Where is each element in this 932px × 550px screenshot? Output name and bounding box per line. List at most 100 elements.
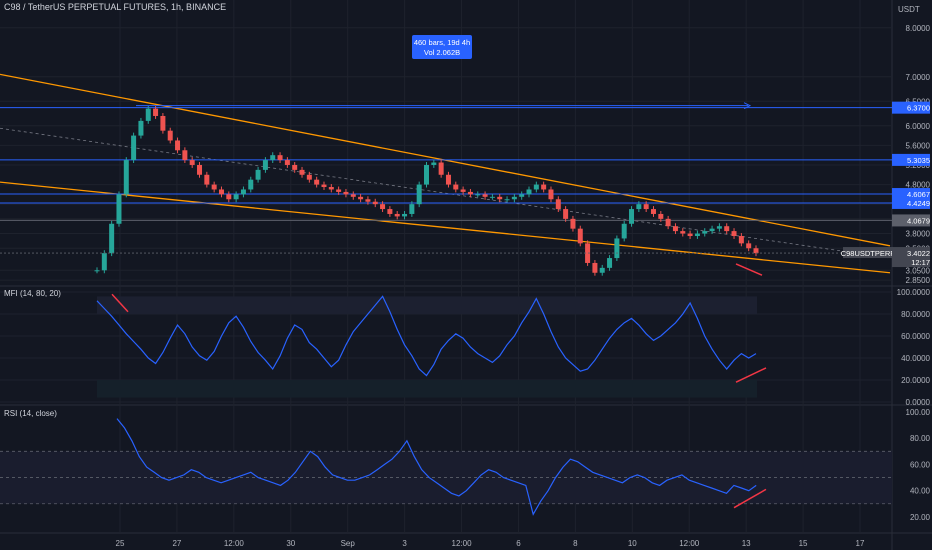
- level-tag: [892, 153, 930, 166]
- candle-body: [702, 231, 708, 234]
- range-measure-box: [412, 35, 472, 59]
- current-price-label: 3.4022: [907, 249, 930, 258]
- time-tick-label: 25: [116, 539, 125, 548]
- price-tick-label: 3.8000: [906, 230, 931, 239]
- candle-body: [218, 189, 224, 195]
- time-axis[interactable]: 25 27 12:00 30 Sep 3 12:00 6 8 10 12:00 13 15 17: [116, 539, 865, 548]
- candle-body: [328, 187, 334, 190]
- mfi-label: MFI (14, 80, 20): [4, 289, 61, 298]
- candle-body: [694, 233, 700, 237]
- candle-body: [380, 204, 386, 210]
- mfi-oversold-zone: [97, 380, 757, 398]
- candle-body: [614, 238, 620, 259]
- countdown-label: 12:17: [911, 258, 930, 267]
- rsi-tick-label: 60.00: [910, 460, 931, 469]
- candle-body: [519, 194, 525, 197]
- price-tick-label: 3.0500: [906, 266, 931, 275]
- candle-body: [394, 213, 400, 217]
- candle-body: [350, 194, 356, 197]
- price-tick-label: 8.0000: [906, 24, 931, 33]
- candle-body: [211, 184, 217, 190]
- candle-body: [314, 179, 320, 185]
- candle-body: [526, 189, 532, 195]
- rsi-tick-label: 40.00: [910, 487, 931, 496]
- candle-body: [445, 174, 451, 185]
- candle-body: [460, 189, 466, 192]
- level-tag-label: 4.4249: [907, 199, 930, 208]
- candle-body: [541, 184, 547, 190]
- candle-body: [629, 209, 635, 224]
- price-tick-label: 6.0000: [906, 122, 931, 131]
- candle-body: [533, 184, 539, 190]
- rsi-tick-label: 100.00: [906, 408, 931, 417]
- candle-body: [262, 160, 268, 170]
- candle-body: [277, 155, 283, 161]
- mfi-pane[interactable]: [96, 293, 767, 398]
- mfi-tick-label: 100.0000: [897, 288, 931, 297]
- time-tick-label: Sep: [341, 539, 356, 548]
- candle-body: [233, 194, 239, 200]
- candle-body: [182, 150, 188, 161]
- candle-body: [746, 243, 752, 249]
- candle-body: [621, 223, 627, 239]
- time-tick-label: 6: [516, 539, 521, 548]
- mfi-divergence-line: [735, 367, 767, 383]
- time-tick-label: 27: [172, 539, 181, 548]
- level-tag-label: 6.3700: [907, 104, 930, 113]
- candle-body: [504, 199, 510, 201]
- candle-body: [409, 204, 415, 214]
- rsi-divergence-line: [733, 488, 767, 509]
- candle-body: [167, 130, 173, 141]
- candle-body: [197, 164, 203, 175]
- candle-body: [585, 243, 591, 263]
- price-tick-label: 5.6000: [906, 141, 931, 150]
- candle-body: [189, 160, 195, 165]
- candle-body: [636, 204, 642, 210]
- candle-body: [101, 253, 107, 271]
- price-divergence-line: [735, 263, 763, 276]
- candle-body: [424, 164, 429, 185]
- candle-body: [497, 196, 503, 200]
- candle-body: [343, 191, 349, 195]
- candle-body: [665, 218, 671, 227]
- rsi-pane[interactable]: [0, 418, 892, 516]
- symbol-tag-label: C98USDTPERP: [841, 249, 896, 258]
- price-axis[interactable]: 8.00007.00006.50006.00005.60005.20004.80…: [841, 24, 931, 522]
- range-measure-arrow: [743, 102, 752, 110]
- rsi-line: [116, 418, 757, 516]
- candle-body: [358, 196, 364, 200]
- time-tick-label: 12:00: [679, 539, 700, 548]
- candle-body: [336, 189, 342, 192]
- candle-body: [248, 179, 254, 190]
- candle-body: [431, 162, 437, 165]
- candle-body: [160, 115, 166, 131]
- candle-body: [255, 169, 261, 180]
- rsi-label: RSI (14, close): [4, 409, 57, 418]
- candle-body: [672, 226, 678, 232]
- mfi-overbought-mark: [111, 293, 129, 313]
- candle-body: [226, 194, 232, 200]
- candle-body: [555, 199, 561, 210]
- rsi-tick-label: 80.00: [910, 434, 931, 443]
- level-tag-label: 4.6067: [907, 190, 930, 199]
- range-bars-label: 460 bars, 19d 4h: [414, 38, 470, 47]
- symbol-tag: [843, 247, 893, 259]
- time-tick-label: 17: [856, 539, 865, 548]
- symbol-title: C98 / TetherUS PERPETUAL FUTURES, 1h, BI…: [4, 2, 227, 12]
- candle-body: [738, 236, 744, 244]
- time-tick-label: 8: [573, 539, 578, 548]
- mfi-tick-label: 60.0000: [901, 332, 930, 341]
- candle-body: [306, 174, 312, 180]
- candle-body: [482, 194, 488, 197]
- time-tick-label: 15: [799, 539, 808, 548]
- candle-body: [402, 213, 408, 217]
- price-tick-label: 7.0000: [906, 73, 931, 82]
- currency-label[interactable]: USDT: [898, 5, 920, 14]
- candle-body: [453, 184, 459, 190]
- candle-body: [570, 218, 576, 229]
- mfi-tick-label: 40.0000: [901, 354, 930, 363]
- channel-lower-line: [0, 181, 891, 274]
- mfi-tick-label: 80.0000: [901, 310, 930, 319]
